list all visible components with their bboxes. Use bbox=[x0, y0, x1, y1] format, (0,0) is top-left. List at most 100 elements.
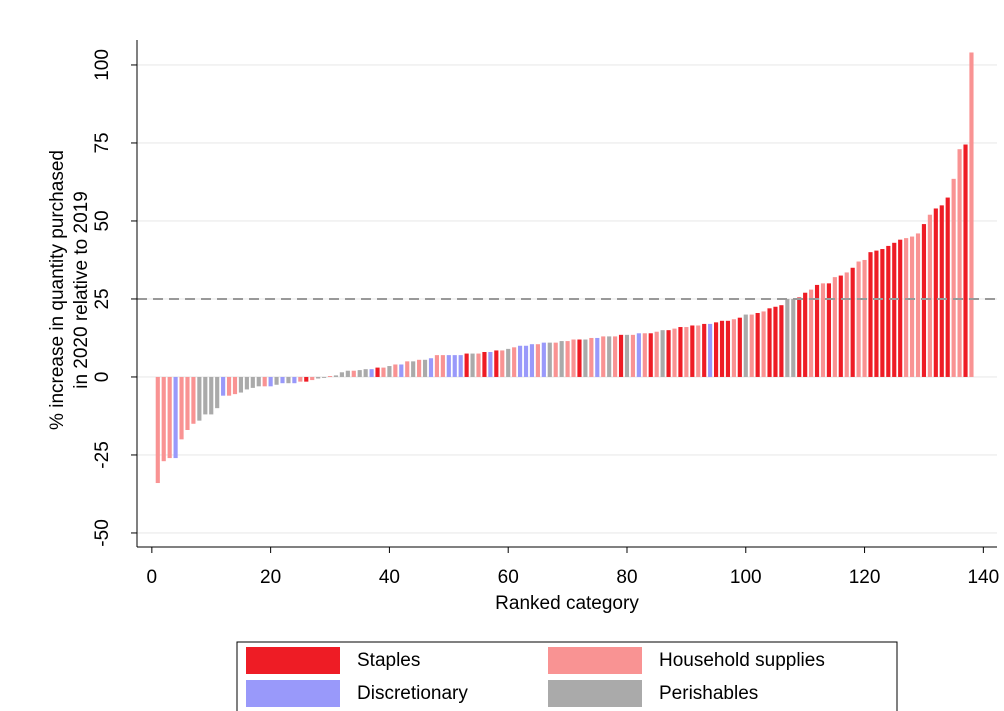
bar bbox=[725, 320, 731, 377]
bar bbox=[607, 336, 612, 377]
y-tick-label: 50 bbox=[92, 210, 113, 231]
bar bbox=[161, 376, 166, 462]
bar bbox=[755, 313, 760, 377]
x-tick-label: 140 bbox=[967, 567, 999, 588]
bar bbox=[452, 355, 457, 377]
bar bbox=[868, 252, 873, 377]
bar bbox=[298, 376, 303, 382]
x-tick-label: 20 bbox=[260, 567, 281, 588]
bar bbox=[589, 337, 594, 377]
bar bbox=[244, 376, 249, 390]
bar bbox=[915, 233, 921, 377]
bar bbox=[963, 144, 968, 377]
bar bbox=[203, 376, 208, 415]
bar bbox=[393, 364, 398, 377]
bar bbox=[232, 376, 238, 395]
bar bbox=[482, 352, 487, 377]
bar bbox=[458, 355, 463, 377]
bar bbox=[523, 345, 529, 377]
bar bbox=[535, 344, 540, 377]
y-tick-label: 75 bbox=[92, 132, 113, 153]
bar bbox=[814, 284, 820, 377]
bar bbox=[209, 376, 214, 415]
bar bbox=[809, 289, 814, 377]
bar bbox=[577, 339, 582, 377]
bar bbox=[322, 376, 327, 378]
bar bbox=[173, 376, 178, 459]
bar bbox=[708, 323, 713, 377]
bar bbox=[595, 337, 600, 377]
bar bbox=[666, 330, 671, 377]
bar bbox=[375, 367, 380, 377]
bar bbox=[512, 347, 517, 377]
bar bbox=[553, 342, 558, 377]
x-tick-label: 100 bbox=[730, 567, 762, 588]
bar bbox=[286, 376, 291, 384]
legend-label: Discretionary bbox=[357, 683, 468, 704]
bar bbox=[803, 292, 808, 377]
bar bbox=[850, 267, 855, 377]
bar bbox=[280, 376, 285, 384]
bar bbox=[345, 370, 350, 377]
bar bbox=[856, 261, 861, 377]
bar bbox=[636, 333, 641, 377]
bar bbox=[933, 208, 938, 377]
bar bbox=[565, 341, 570, 377]
x-tick-label: 0 bbox=[147, 567, 158, 588]
legend-swatch bbox=[246, 680, 340, 707]
bar bbox=[529, 344, 535, 377]
bar bbox=[874, 250, 879, 377]
bar bbox=[268, 376, 273, 387]
bar bbox=[886, 245, 891, 377]
y-tick-label: 100 bbox=[92, 49, 113, 81]
bar bbox=[411, 361, 416, 377]
bar bbox=[221, 376, 226, 396]
bar bbox=[892, 242, 897, 377]
bar bbox=[862, 259, 867, 377]
bar bbox=[316, 376, 321, 379]
bar bbox=[304, 376, 309, 382]
bar bbox=[405, 361, 410, 377]
x-tick-label: 40 bbox=[379, 567, 400, 588]
bar bbox=[838, 275, 843, 377]
legend-swatch bbox=[548, 647, 642, 674]
bar bbox=[791, 298, 796, 377]
x-tick-label: 80 bbox=[616, 567, 637, 588]
bar bbox=[399, 364, 404, 377]
legend-label: Household supplies bbox=[659, 650, 825, 671]
bar bbox=[672, 328, 677, 377]
x-tick-label: 60 bbox=[498, 567, 519, 588]
y-tick-label: -25 bbox=[92, 441, 113, 468]
bar bbox=[844, 272, 849, 377]
bar bbox=[470, 353, 475, 377]
bar bbox=[696, 325, 701, 377]
bar bbox=[719, 320, 725, 377]
bar bbox=[363, 369, 368, 377]
y-tick-label: -50 bbox=[92, 519, 113, 546]
bar bbox=[624, 334, 630, 377]
y-tick-label: 25 bbox=[92, 288, 113, 309]
bar bbox=[654, 331, 659, 377]
bar bbox=[339, 372, 344, 377]
bar bbox=[957, 149, 962, 377]
bar bbox=[185, 376, 190, 430]
bar bbox=[737, 317, 742, 377]
bar bbox=[826, 283, 831, 377]
bar bbox=[333, 375, 339, 377]
bar bbox=[832, 277, 837, 377]
bar bbox=[274, 376, 279, 385]
bar bbox=[684, 327, 689, 377]
bar bbox=[357, 370, 362, 377]
bar bbox=[571, 339, 576, 377]
legend-swatch bbox=[548, 680, 642, 707]
bar bbox=[743, 314, 748, 377]
bar bbox=[820, 283, 826, 377]
bar bbox=[191, 376, 196, 424]
bar bbox=[327, 376, 333, 377]
bar bbox=[583, 339, 588, 377]
bar bbox=[434, 355, 440, 377]
y-tick-label: 0 bbox=[92, 372, 113, 383]
legend-label: Perishables bbox=[659, 683, 758, 704]
bar bbox=[678, 327, 683, 377]
